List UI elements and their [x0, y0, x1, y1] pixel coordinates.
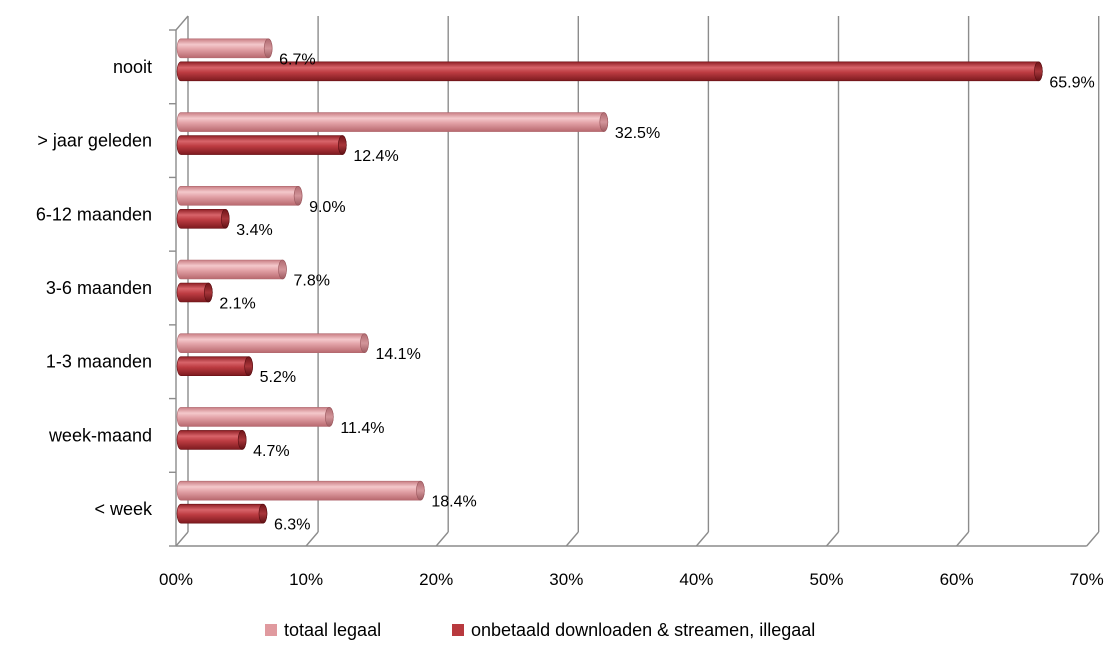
bar	[176, 112, 609, 132]
gridline-floor	[435, 531, 449, 547]
bar	[176, 259, 287, 280]
bar-cap	[325, 407, 334, 427]
bar-cap	[237, 430, 247, 450]
data-label: 65.9%	[1049, 74, 1094, 91]
x-tick-label: 70%	[1070, 570, 1104, 589]
data-label: 12.4%	[353, 148, 398, 165]
bars-layer	[176, 38, 1043, 524]
bar-cap	[278, 259, 287, 280]
labels-layer: nooit 6.7% 65.9% > jaar geleden 32.5% 12.4% 6-…	[36, 51, 1095, 533]
data-label: 32.5%	[615, 125, 660, 142]
x-tick-label: 40%	[679, 570, 713, 589]
x-tick-label: 30%	[549, 570, 583, 589]
bar	[176, 38, 273, 59]
data-label: 4.7%	[253, 443, 289, 460]
bar	[176, 503, 268, 524]
bar-cap	[360, 333, 369, 354]
bar	[176, 430, 247, 450]
data-label: 2.1%	[219, 296, 255, 313]
data-label: 3.4%	[236, 222, 272, 239]
x-tick-label: 10%	[289, 570, 323, 589]
bar-cap	[1034, 61, 1043, 82]
data-label: 18.4%	[431, 494, 476, 511]
category-label: 3-6 maanden	[46, 278, 152, 298]
legend-label: onbetaald downloaden & streamen, illegaa…	[471, 620, 815, 640]
bar-cap	[293, 185, 303, 206]
category-label: > jaar geleden	[37, 131, 152, 151]
gridline-floor	[1086, 531, 1100, 547]
bar-cap	[220, 208, 230, 229]
data-label: 14.1%	[375, 346, 420, 363]
data-label: 6.3%	[274, 517, 310, 534]
data-label: 5.2%	[260, 369, 296, 386]
bar-cap	[599, 112, 609, 132]
category-label: nooit	[113, 57, 152, 77]
legend-label: totaal legaal	[284, 620, 381, 640]
category-label: 1-3 maanden	[46, 352, 152, 372]
axis-layer: 00% 10% 20% 30% 40% 50% 60% 70%	[159, 15, 1104, 589]
data-label: 9.0%	[309, 199, 345, 216]
y-axis-top-edge	[175, 15, 189, 31]
bar-cap	[416, 480, 425, 501]
bar-cap	[204, 282, 213, 303]
gridline-floor	[956, 531, 970, 547]
category-label: < week	[94, 499, 153, 519]
gridline-floor	[695, 531, 709, 547]
gridline-floor	[305, 531, 319, 547]
bar	[176, 185, 303, 206]
bar-cap	[258, 503, 268, 524]
category-label: week-maand	[48, 425, 152, 445]
category-label: 6-12 maanden	[36, 204, 152, 224]
bar	[176, 356, 253, 377]
bar	[176, 135, 347, 155]
data-label: 11.4%	[340, 420, 384, 437]
gridline-floor	[565, 531, 579, 547]
legend-swatch	[452, 624, 464, 636]
legend-swatch	[265, 624, 277, 636]
bar-cap	[338, 135, 347, 155]
x-tick-label: 60%	[940, 570, 974, 589]
bar	[176, 333, 369, 354]
data-label: 6.7%	[279, 51, 315, 68]
data-label: 7.8%	[293, 273, 329, 290]
bar-cap	[263, 38, 273, 59]
x-tick-label: 20%	[419, 570, 453, 589]
gridline-floor	[175, 531, 189, 547]
x-tick-label: 50%	[809, 570, 843, 589]
grid-layer	[175, 16, 1100, 547]
gridline-floor	[825, 531, 840, 547]
legend: totaal legaal onbetaald downloaden & stre…	[265, 620, 815, 640]
bar-cap	[244, 356, 253, 377]
bar	[176, 480, 425, 501]
bar	[176, 407, 334, 427]
x-tick-label: 00%	[159, 570, 193, 589]
